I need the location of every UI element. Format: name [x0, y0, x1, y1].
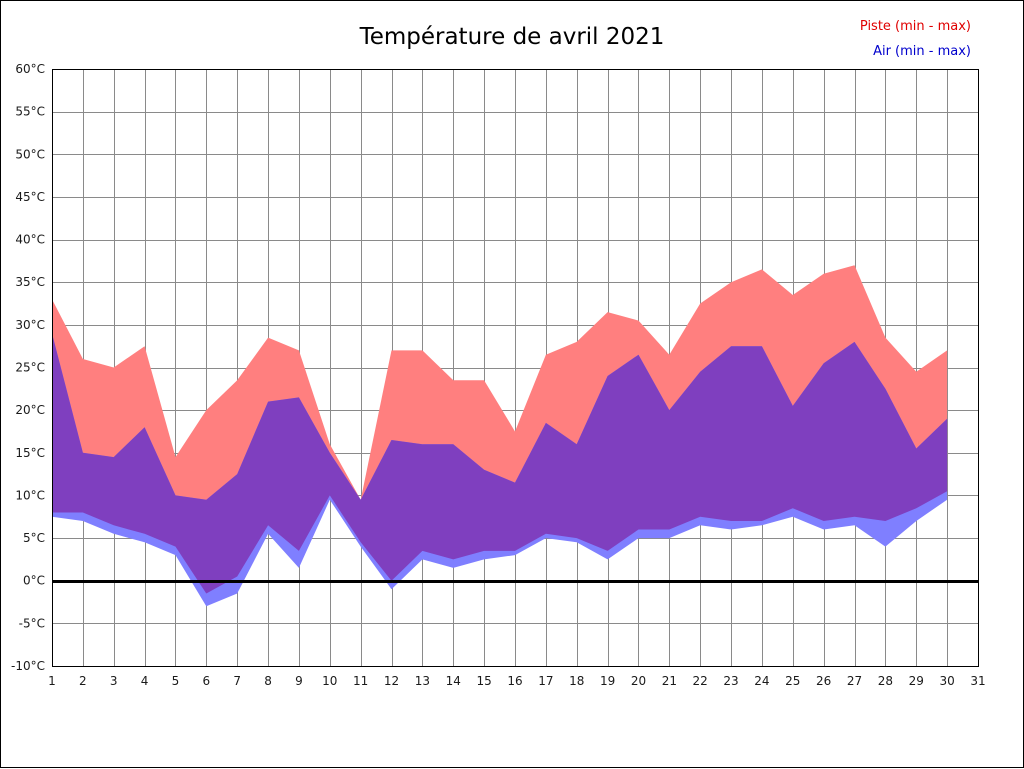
x-tick-label: 9 — [295, 674, 303, 688]
plot-border — [52, 69, 979, 667]
x-tick-label: 17 — [538, 674, 553, 688]
x-tick-label: 19 — [600, 674, 615, 688]
legend-piste-label: Piste (min - max) — [859, 19, 971, 34]
chart-legend: Piste (min - max) Air (min - max) — [860, 14, 971, 64]
y-tick-label: 20°C — [15, 403, 45, 417]
y-tick-label: 35°C — [15, 275, 45, 289]
y-tick-label: 25°C — [15, 361, 45, 375]
y-tick-label: 50°C — [15, 147, 45, 161]
y-tick-label: 40°C — [15, 233, 45, 247]
x-tick-label: 12 — [384, 674, 399, 688]
x-tick-label: 10 — [322, 674, 337, 688]
x-tick-label: 14 — [446, 674, 461, 688]
overlap-band — [52, 333, 948, 594]
x-tick-label: 13 — [415, 674, 430, 688]
x-tick-label: 18 — [569, 674, 584, 688]
x-tick-label: 20 — [631, 674, 646, 688]
x-tick-label: 22 — [693, 674, 708, 688]
x-tick-label: 29 — [909, 674, 924, 688]
x-tick-label: 1 — [48, 674, 56, 688]
x-tick-label: 31 — [970, 674, 985, 688]
x-tick-label: 26 — [816, 674, 831, 688]
legend-air-label: Air (min - max) — [873, 44, 971, 59]
x-tick-label: 16 — [507, 674, 522, 688]
x-tick-label: 2 — [79, 674, 87, 688]
y-tick-label: 0°C — [23, 574, 45, 588]
x-tick-label: 25 — [785, 674, 800, 688]
x-tick-label: 4 — [141, 674, 149, 688]
y-tick-label: 55°C — [15, 105, 45, 119]
y-tick-label: 60°C — [15, 62, 45, 76]
x-tick-label: 11 — [353, 674, 368, 688]
x-tick-label: 3 — [110, 674, 118, 688]
x-tick-label: 8 — [264, 674, 272, 688]
x-tick-label: 24 — [754, 674, 769, 688]
y-tick-label: -5°C — [19, 616, 45, 630]
y-tick-label: 45°C — [15, 190, 45, 204]
x-tick-label: 6 — [203, 674, 211, 688]
x-tick-label: 28 — [878, 674, 893, 688]
x-tick-label: 27 — [847, 674, 862, 688]
x-tick-label: 21 — [662, 674, 677, 688]
y-tick-label: -10°C — [11, 659, 45, 673]
y-tick-label: 15°C — [15, 446, 45, 460]
y-tick-label: 5°C — [23, 531, 45, 545]
x-tick-label: 30 — [939, 674, 954, 688]
x-tick-label: 5 — [172, 674, 180, 688]
y-tick-label: 30°C — [15, 318, 45, 332]
chart-title: Température de avril 2021 — [359, 24, 665, 50]
x-tick-label: 23 — [723, 674, 738, 688]
y-tick-label: 10°C — [15, 488, 45, 502]
x-tick-label: 7 — [233, 674, 241, 688]
x-tick-label: 15 — [476, 674, 491, 688]
